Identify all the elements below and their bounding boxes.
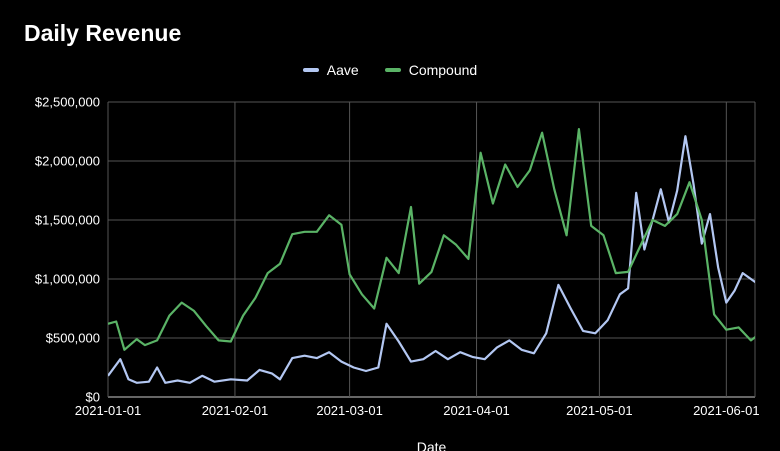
x-tick-label: 2021-06-01 (693, 403, 760, 418)
legend-item-compound[interactable]: Compound (384, 62, 478, 78)
grid-lines (107, 101, 756, 398)
y-tick-label: $2,500,000 (35, 95, 100, 110)
y-tick-label: $1,500,000 (35, 213, 100, 228)
legend: Aave Compound (0, 62, 780, 78)
chart-title: Daily Revenue (24, 20, 182, 46)
y-axis-ticks: $0 $500,000 $1,000,000 $1,500,000 $2,000,000… (35, 95, 100, 405)
legend-item-aave[interactable]: Aave (302, 62, 359, 78)
x-tick-label: 2021-04-01 (443, 403, 510, 418)
x-tick-label: 2021-01-01 (75, 403, 142, 418)
legend-label-aave: Aave (326, 62, 359, 78)
x-axis-title: Date (417, 439, 447, 451)
x-axis-ticks: 2021-01-01 2021-02-01 2021-03-01 2021-04-01… (75, 403, 760, 418)
x-tick-label: 2021-02-01 (202, 403, 269, 418)
x-tick-label: 2021-05-01 (566, 403, 633, 418)
legend-swatch-aave (302, 68, 319, 72)
y-tick-label: $1,000,000 (35, 272, 100, 287)
y-tick-label: $2,000,000 (35, 154, 100, 169)
legend-label-compound: Compound (408, 62, 478, 78)
series-lines (108, 128, 755, 384)
series-line-aave (108, 135, 755, 384)
x-tick-label: 2021-03-01 (316, 403, 383, 418)
series-line-compound (108, 128, 755, 351)
y-tick-label: $500,000 (46, 331, 100, 346)
y-tick-label: $0 (86, 390, 100, 405)
legend-swatch-compound (384, 68, 401, 72)
